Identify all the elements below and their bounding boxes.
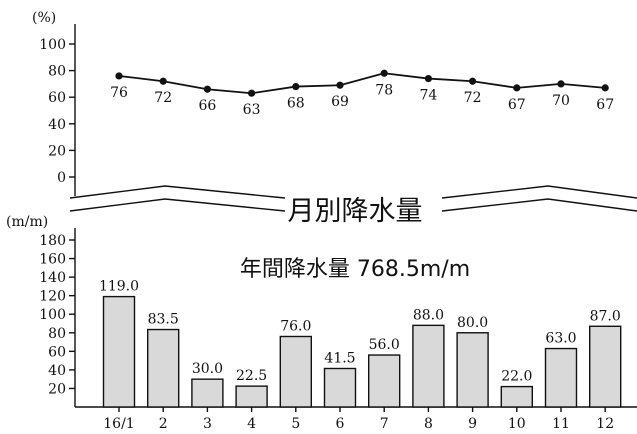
rainfall-bar [235,385,268,408]
humidity-point-label: 76 [110,85,128,101]
humidity-point-label: 72 [464,90,482,106]
month-label: 6 [336,416,345,432]
humidity-point [292,82,300,91]
humidity-point [513,84,521,92]
humidity-point [380,69,388,77]
axis-break-top [69,185,637,199]
chart-title: 月別降水量 [288,196,423,227]
rainfall-bar-label: 63.0 [545,331,576,347]
humidity-tick-label: 80 [48,64,66,80]
rainfall-bar [146,328,180,408]
rainfall-bar-label: 119.0 [99,279,139,295]
rainfall-tick-label: 40 [48,363,66,379]
rainfall-bar [412,324,445,408]
rainfall-bar [589,325,622,408]
humidity-point-label: 68 [287,96,305,112]
rainfall-bar-label: 83.5 [148,312,179,328]
month-label: 2 [159,416,168,432]
humidity-point-label: 66 [198,98,216,114]
humidity-point-label: 74 [419,88,437,104]
rainfall-bar [500,385,533,408]
humidity-point [203,85,211,93]
rainfall-tick-label: 120 [39,289,66,305]
humidity-point-label: 63 [243,102,261,118]
month-label: 12 [596,416,614,432]
rainfall-bar-label: 41.5 [324,350,355,366]
rainfall-bar-label: 22.5 [236,368,267,384]
axis-break-bottom [69,198,637,212]
rainfall-bar-label: 88.0 [413,307,444,323]
rainfall-tick-label: 60 [48,344,66,360]
rainfall-bar-label: 76.0 [280,318,311,334]
rainfall-bar [191,378,224,408]
rainfall-bar [102,295,136,408]
rainfall-bar [456,332,489,408]
month-label: 3 [203,416,212,432]
rainfall-bar-label: 30.0 [192,361,223,377]
humidity-tick-label: 60 [48,90,66,106]
humidity-tick-label: 100 [39,37,66,53]
rainfall-bar-label: 56.0 [369,337,400,353]
rainfall-tick-label: 100 [39,307,66,323]
humidity-point [248,89,256,97]
humidity-point [557,80,565,88]
humidity-point [115,72,123,80]
rainfall-unit-label: (m/m) [6,214,48,230]
humidity-point-label: 69 [331,94,349,110]
humidity-point-label: 70 [552,93,570,109]
rainfall-bar [544,347,578,408]
rainfall-bar-label: 22.0 [501,369,532,385]
month-label: 9 [468,416,477,432]
humidity-point-label: 78 [375,82,393,98]
humidity-point-label: 67 [508,97,526,113]
rainfall-bar [368,354,401,408]
month-label: 11 [552,416,570,432]
month-label: 4 [247,416,256,432]
humidity-tick-label: 40 [48,117,66,133]
month-label: 7 [380,416,389,432]
rainfall-bar-label: 80.0 [457,315,488,331]
rainfall-tick-label: 20 [48,381,66,397]
humidity-tick-label: 20 [48,143,66,159]
humidity-point-label: 67 [596,97,614,113]
rainfall-tick-label: 160 [39,252,66,268]
rainfall-tick-label: 140 [39,270,66,286]
month-label: 8 [424,416,433,432]
humidity-point [159,77,167,85]
humidity-point [469,77,477,85]
month-label: 16/1 [103,416,134,432]
humidity-point-label: 72 [154,90,172,106]
humidity-tick-label: 0 [57,170,66,186]
humidity-point [601,84,609,92]
chart-subtitle: 年間降水量 768.5m/m [240,257,470,282]
rainfall-bar [323,367,357,408]
humidity-line [118,72,606,95]
rainfall-bar [279,335,312,408]
month-label: 10 [508,416,526,432]
month-label: 5 [291,416,300,432]
rainfall-bar-label: 87.0 [590,308,621,324]
humidity-point [424,74,432,83]
rainfall-tick-label: 80 [48,326,66,342]
humidity-unit-label: (%) [32,10,56,26]
rainfall-tick-label: 180 [39,233,66,249]
humidity-point [336,81,344,89]
